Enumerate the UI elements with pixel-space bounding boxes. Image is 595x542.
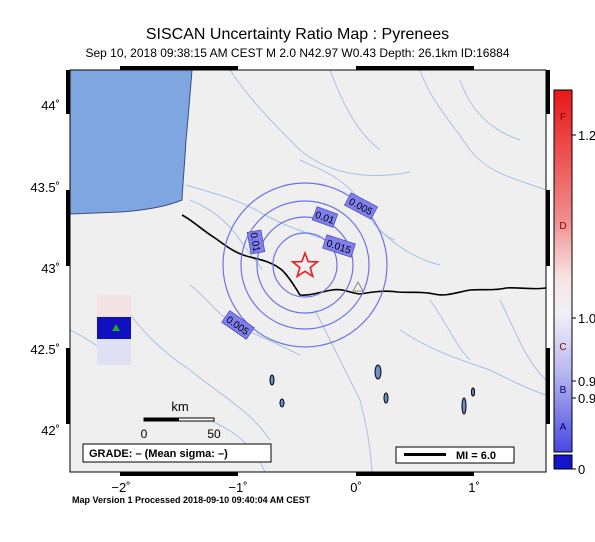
frame-ticks (66, 66, 550, 476)
star-icon[interactable] (290, 250, 320, 279)
lon-tick-m2: −2˚ (111, 480, 130, 495)
contour-labels: 0.005 0.01 0.015 0.01 0.005 (221, 192, 378, 340)
scale-bar: km 0 50 (141, 399, 221, 441)
uncertainty-contours (222, 182, 388, 348)
map-area[interactable]: 0.005 0.01 0.015 0.01 0.005 (70, 70, 546, 472)
lat-tick-42: 42˚ (41, 423, 60, 438)
colorbar-letter-b: B (560, 385, 567, 396)
lon-tick-m1: −1˚ (228, 480, 247, 495)
reservoirs (269, 364, 475, 415)
lon-tick-1: 1˚ (468, 480, 480, 495)
contour-mid-outer (240, 200, 370, 330)
contour-middle (256, 216, 354, 314)
contour-inner (272, 232, 338, 298)
scale-tick-0: 0 (141, 427, 148, 441)
colorbar: F D C B A 1.2 1.0 0.9 0.9 0 (553, 89, 595, 477)
lat-tick-43: 43˚ (41, 261, 60, 276)
scale-tick-50: 50 (207, 427, 221, 441)
lat-ticks: 44˚ 43.5˚ 43˚ 42.5˚ 42˚ (30, 98, 60, 438)
colorbar-letter-c: C (559, 342, 566, 353)
lon-ticks: −2˚ −1˚ 0˚ 1˚ (111, 480, 479, 495)
triangle-icon[interactable] (352, 280, 364, 292)
contour-outer (222, 182, 388, 348)
map-frame (69, 69, 547, 473)
triangle-icon (112, 324, 120, 331)
grade-bg-low (97, 339, 131, 365)
colorbar-letter-f: F (560, 112, 566, 123)
colorbar-value-4: 0.9 (578, 391, 595, 406)
colorbar-letter-d: D (559, 221, 566, 232)
colorbar-letter-a: A (560, 422, 567, 433)
lon-tick-0: 0˚ (350, 480, 362, 495)
grade-text: GRADE: – (Mean sigma: –) (89, 448, 228, 460)
grade-label: GRADE: – (Mean sigma: –) (82, 443, 272, 463)
lat-tick-43-5: 43.5˚ (30, 180, 60, 195)
lat-tick-42-5: 42.5˚ (30, 342, 60, 357)
colorbar-value-5: 0 (578, 462, 585, 477)
map-title: SISCAN Uncertainty Ratio Map : Pyrenees (145, 26, 450, 43)
colorbar-value-2: 1.0 (578, 311, 595, 326)
map-footer: Map Version 1 Processed 2018-09-10 09:40… (72, 495, 311, 505)
lat-tick-44: 44˚ (41, 98, 60, 113)
mi-legend-text: MI = 6.0 (456, 450, 496, 462)
mi-legend: MI = 6.0 (395, 446, 515, 464)
map-subtitle: Sep 10, 2018 09:38:15 AM CEST M 2.0 N42.… (85, 46, 510, 60)
scale-unit: km (171, 399, 188, 414)
contour-label-4: 0.01 (247, 232, 261, 254)
colorbar-value-1: 1.2 (578, 128, 595, 143)
sea (70, 70, 193, 215)
colorbar-value-3: 0.9 (578, 374, 595, 389)
